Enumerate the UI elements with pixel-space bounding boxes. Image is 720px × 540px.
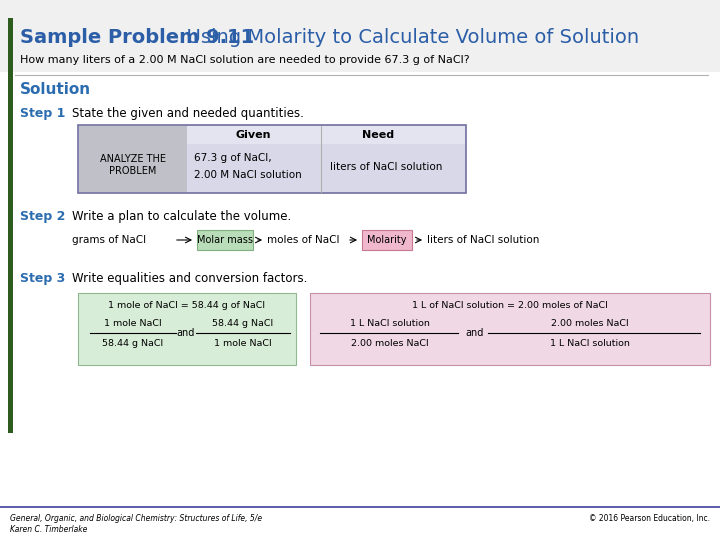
- Text: 58.44 g NaCl: 58.44 g NaCl: [212, 319, 274, 327]
- Bar: [197, 230, 253, 250]
- Text: liters of NaCl solution: liters of NaCl solution: [427, 235, 539, 245]
- Text: 1 mole NaCl: 1 mole NaCl: [104, 319, 162, 327]
- Text: 2.00 moles NaCl: 2.00 moles NaCl: [351, 339, 429, 348]
- Text: 1 L of NaCl solution = 2.00 moles of NaCl: 1 L of NaCl solution = 2.00 moles of NaC…: [412, 301, 608, 310]
- Text: 1 L NaCl solution: 1 L NaCl solution: [550, 339, 630, 348]
- Bar: [78, 125, 466, 193]
- Text: Using Molarity to Calculate Volume of Solution: Using Molarity to Calculate Volume of So…: [174, 28, 639, 47]
- Bar: [79, 126, 187, 192]
- Text: Karen C. Timberlake: Karen C. Timberlake: [10, 525, 87, 534]
- Text: 2.00 moles NaCl: 2.00 moles NaCl: [552, 319, 629, 327]
- Bar: [310, 293, 710, 365]
- Bar: [362, 230, 412, 250]
- Text: Sample Problem 9.11: Sample Problem 9.11: [20, 28, 254, 47]
- Text: Solution: Solution: [20, 82, 91, 97]
- Text: Step 3: Step 3: [20, 272, 66, 285]
- Text: 1 mole of NaCl = 58.44 g of NaCl: 1 mole of NaCl = 58.44 g of NaCl: [109, 301, 266, 310]
- Text: 58.44 g NaCl: 58.44 g NaCl: [102, 339, 163, 348]
- Text: How many liters of a 2.00 M NaCl solution are needed to provide 67.3 g of NaCl?: How many liters of a 2.00 M NaCl solutio…: [20, 55, 469, 65]
- Bar: [78, 293, 296, 365]
- Text: liters of NaCl solution: liters of NaCl solution: [330, 162, 442, 172]
- Bar: [79, 126, 465, 144]
- Text: 67.3 g of NaCl,: 67.3 g of NaCl,: [194, 153, 271, 163]
- Text: moles of NaCl: moles of NaCl: [267, 235, 340, 245]
- Text: 1 L NaCl solution: 1 L NaCl solution: [350, 319, 430, 327]
- Text: Molar mass: Molar mass: [197, 235, 253, 245]
- Bar: [0, 0, 720, 72]
- Text: Write equalities and conversion factors.: Write equalities and conversion factors.: [72, 272, 307, 285]
- Text: and: and: [466, 328, 484, 338]
- Bar: [8, 18, 13, 433]
- Text: Given: Given: [235, 130, 271, 140]
- Text: General, Organic, and Biological Chemistry: Structures of Life, 5/e: General, Organic, and Biological Chemist…: [10, 514, 262, 523]
- Text: Write a plan to calculate the volume.: Write a plan to calculate the volume.: [72, 210, 292, 223]
- Text: Step 1: Step 1: [20, 107, 66, 120]
- Text: Need: Need: [362, 130, 394, 140]
- Text: Step 2: Step 2: [20, 210, 66, 223]
- Text: 1 mole NaCl: 1 mole NaCl: [214, 339, 272, 348]
- Text: 2.00 M NaCl solution: 2.00 M NaCl solution: [194, 170, 302, 180]
- Text: State the given and needed quantities.: State the given and needed quantities.: [72, 107, 304, 120]
- Text: Molarity: Molarity: [367, 235, 407, 245]
- Text: ANALYZE THE
PROBLEM: ANALYZE THE PROBLEM: [100, 154, 166, 176]
- Text: grams of NaCl: grams of NaCl: [72, 235, 146, 245]
- Text: © 2016 Pearson Education, Inc.: © 2016 Pearson Education, Inc.: [589, 514, 710, 523]
- Text: and: and: [177, 328, 195, 338]
